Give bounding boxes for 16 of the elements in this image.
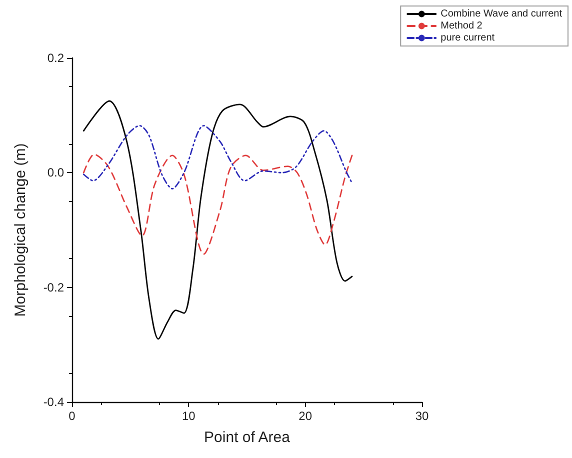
y-axis-title: Morphological change (m)	[12, 143, 29, 317]
legend-label: pure current	[440, 32, 495, 44]
line-series	[82, 154, 353, 255]
x-tick-label: 10	[182, 409, 196, 423]
legend-label: Method 2	[440, 20, 483, 32]
line-series	[82, 100, 353, 340]
y-tick-label: -0.2	[43, 280, 64, 294]
y-tick-label: 0.2	[47, 51, 64, 65]
y-tick-label: -0.4	[43, 395, 64, 409]
x-tick-label: 20	[298, 409, 312, 423]
x-tick-label: 0	[68, 409, 76, 423]
x-axis-title: Point of Area	[204, 429, 291, 446]
y-tick-label: 0.0	[47, 166, 64, 180]
line-series	[82, 124, 353, 190]
x-tick-label: 30	[415, 409, 429, 423]
legend-label: Combine Wave and current	[440, 8, 562, 20]
